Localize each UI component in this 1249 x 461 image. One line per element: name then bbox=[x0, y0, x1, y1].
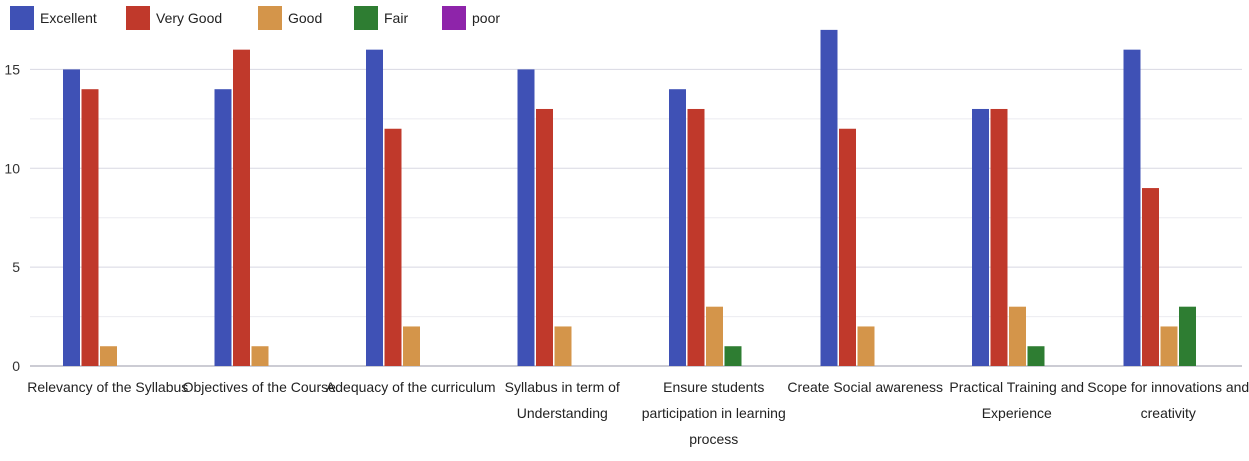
bar-excellent-3 bbox=[366, 49, 383, 367]
x-category-label: Adequacy of the curriculum bbox=[326, 379, 496, 395]
x-category-label: Relevancy of the Syllabus bbox=[27, 379, 188, 395]
legend-swatch-good bbox=[258, 6, 282, 30]
bar-excellent-4 bbox=[517, 69, 535, 366]
legend-label-very-good: Very Good bbox=[156, 10, 222, 26]
bar-good-5 bbox=[706, 306, 723, 366]
bar-fair-8 bbox=[1179, 306, 1196, 366]
bar-very-good-4 bbox=[536, 108, 553, 366]
x-category-label: Scope for innovations and bbox=[1087, 379, 1249, 395]
legend-label-excellent: Excellent bbox=[40, 10, 97, 26]
legend-swatch-fair bbox=[354, 6, 378, 30]
x-category-label: Practical Training and bbox=[949, 379, 1084, 395]
bar-very-good-7 bbox=[990, 108, 1008, 366]
bar-excellent-7 bbox=[972, 108, 989, 366]
bar-excellent-5 bbox=[669, 89, 686, 366]
x-category-label: Create Social awareness bbox=[787, 379, 943, 395]
x-category-label: Objectives of the Course bbox=[183, 379, 337, 395]
x-category-label: Syllabus in term of bbox=[505, 379, 620, 395]
bar-good-6 bbox=[857, 326, 875, 366]
x-category-label: process bbox=[689, 431, 738, 447]
y-tick-label-10: 10 bbox=[4, 160, 20, 176]
bar-excellent-2 bbox=[214, 89, 232, 366]
legend-label-poor: poor bbox=[472, 10, 500, 26]
bar-very-good-1 bbox=[81, 89, 99, 366]
bar-fair-7 bbox=[1027, 346, 1045, 366]
x-category-label: creativity bbox=[1141, 405, 1196, 421]
bar-excellent-8 bbox=[1123, 49, 1141, 367]
bar-excellent-1 bbox=[63, 69, 80, 366]
bar-good-3 bbox=[403, 326, 420, 366]
bar-good-1 bbox=[100, 346, 117, 366]
legend-label-good: Good bbox=[288, 10, 322, 26]
x-category-label: participation in learning bbox=[642, 405, 786, 421]
legend-label-fair: Fair bbox=[384, 10, 408, 26]
bar-fair-5 bbox=[724, 346, 742, 366]
x-category-label: Ensure students bbox=[663, 379, 764, 395]
legend-swatch-poor bbox=[442, 6, 466, 30]
legend-swatch-very-good bbox=[126, 6, 150, 30]
y-tick-label-15: 15 bbox=[4, 61, 20, 77]
bar-very-good-8 bbox=[1142, 188, 1159, 366]
bar-good-2 bbox=[251, 346, 269, 366]
bar-good-7 bbox=[1009, 306, 1026, 366]
bar-very-good-6 bbox=[839, 128, 856, 366]
y-tick-label-5: 5 bbox=[12, 259, 20, 275]
bar-very-good-3 bbox=[384, 128, 402, 366]
bar-excellent-6 bbox=[820, 29, 838, 367]
bar-good-8 bbox=[1160, 326, 1178, 366]
y-tick-label-0: 0 bbox=[12, 358, 20, 374]
bar-very-good-2 bbox=[233, 49, 250, 367]
legend-swatch-excellent bbox=[10, 6, 34, 30]
bar-good-4 bbox=[554, 326, 572, 366]
bar-very-good-5 bbox=[687, 108, 705, 366]
x-category-label: Experience bbox=[982, 405, 1052, 421]
x-category-label: Understanding bbox=[517, 405, 608, 421]
